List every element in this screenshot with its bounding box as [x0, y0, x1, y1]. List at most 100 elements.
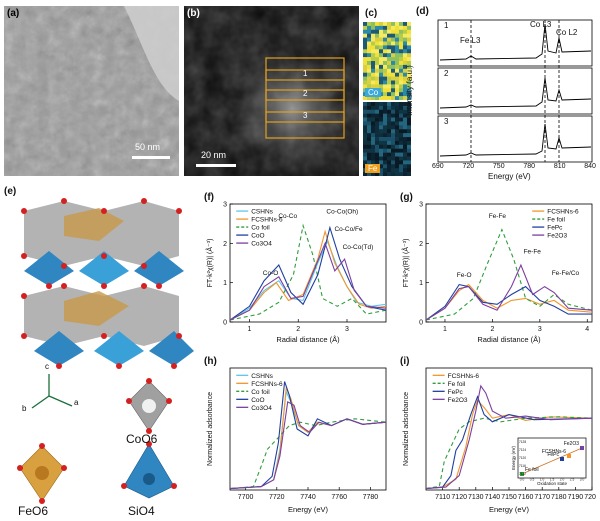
map-pixel: [379, 156, 384, 161]
map-pixel: [379, 53, 384, 58]
map-pixel: [371, 22, 376, 27]
map-pixel: [391, 68, 396, 73]
map-pixel: [403, 88, 408, 93]
map-pixel: [367, 113, 372, 118]
map-pixel: [379, 68, 384, 73]
map-pixel: [383, 57, 388, 62]
map-pixel: [399, 144, 404, 150]
map-pixel: [379, 152, 384, 157]
map-pixel: [363, 148, 368, 153]
map-pixel: [391, 37, 396, 42]
map-pixel: [395, 57, 400, 62]
map-pixel: [383, 61, 388, 66]
map-pixel: [407, 53, 411, 58]
map-pixel: [383, 152, 388, 157]
map-pixel: [383, 156, 388, 161]
map-pixel: [387, 29, 392, 34]
map-pixel: [363, 109, 368, 114]
map-pixel: [367, 129, 372, 134]
map-pixel: [391, 96, 396, 100]
series-line: [230, 229, 386, 321]
map-pixel: [391, 113, 396, 118]
map-pixel: [375, 22, 380, 27]
map-pixel: [367, 64, 372, 70]
map-pixel: [395, 29, 400, 34]
map-pixel: [371, 68, 376, 73]
y-tick-label: 3: [223, 202, 227, 209]
map-pixel: [387, 156, 392, 161]
map-pixel: [363, 22, 368, 27]
map-pixel: [395, 168, 400, 173]
x-tick-label: 7140: [485, 494, 501, 501]
series-line: [426, 283, 592, 321]
x-tick-label: 3: [538, 326, 542, 333]
map-pixel: [367, 133, 372, 138]
map-pixel: [375, 109, 380, 114]
inset-point-label: FCSHNs-6: [542, 449, 566, 455]
map-pixel: [395, 80, 400, 85]
map-pixel: [363, 72, 368, 77]
map-pixel: [367, 37, 372, 42]
map-pixel: [407, 121, 411, 126]
map-pixel: [383, 25, 388, 31]
map-pixel: [395, 125, 400, 130]
map-pixel: [407, 172, 411, 176]
map-pixel: [407, 125, 411, 130]
map-pixel: [403, 125, 408, 130]
map-pixel: [371, 53, 376, 58]
map-pixel: [375, 137, 380, 142]
x-tick-label: 1: [248, 326, 252, 333]
x-tick-label: 7700: [238, 494, 254, 501]
map-pixel: [383, 33, 388, 38]
map-pixel: [363, 61, 368, 66]
map-pixel: [375, 144, 380, 150]
series-line: [230, 401, 386, 490]
map-pixel: [379, 96, 384, 100]
map-pixel: [367, 105, 372, 111]
map-pixel: [391, 102, 396, 107]
map-pixel: [383, 41, 388, 46]
map-pixel: [387, 68, 392, 73]
map-pixel: [379, 164, 384, 169]
map-pixel: [363, 33, 368, 38]
map-pixel: [399, 37, 404, 42]
map-pixel: [403, 41, 408, 46]
series-line: [426, 384, 592, 490]
inset-x-tick-label: 0.5: [530, 478, 535, 482]
map-pixel: [387, 33, 392, 38]
map-pixel: [391, 22, 396, 27]
legend-label: Fe2O3: [448, 397, 468, 404]
map-pixel: [367, 140, 372, 146]
tick-label: 840: [584, 163, 596, 170]
map-pixel: [371, 133, 376, 138]
map-pixel: [399, 152, 404, 157]
series-line: [230, 223, 386, 321]
scale-bar-label: 50 nm: [135, 142, 161, 152]
map-pixel: [395, 109, 400, 114]
map-pixel: [387, 64, 392, 70]
map-pixel: [403, 72, 408, 77]
map-pixel: [407, 113, 411, 118]
map-pixel: [399, 125, 404, 130]
annotation-label: Co-O: [263, 270, 279, 277]
chart-f: 1 2 3 0 1 2 3 Radial distance (Å) FT-k²χ(R)| (Å⁻…: [205, 202, 387, 344]
legend-label: FCSHNs-6: [251, 217, 283, 224]
panel-label-i: (i): [400, 356, 410, 367]
map-pixel: [387, 137, 392, 142]
map-pixel: [407, 72, 411, 77]
map-pixel: [387, 105, 392, 111]
map-pixel: [391, 129, 396, 134]
map-pixel: [379, 144, 384, 150]
map-pixel: [387, 113, 392, 118]
map-pixel: [363, 80, 368, 85]
edge-label-fe-l3: Fe L3: [460, 36, 481, 45]
map-pixel: [383, 53, 388, 58]
map-pixel: [371, 72, 376, 77]
map-pixel: [367, 152, 372, 157]
map-pixel: [363, 57, 368, 62]
map-pixel: [371, 33, 376, 38]
crystal-structure: [17, 198, 194, 504]
structure-panel: (e): [4, 186, 194, 518]
map-pixel: [375, 64, 380, 70]
map-pixel: [391, 29, 396, 34]
